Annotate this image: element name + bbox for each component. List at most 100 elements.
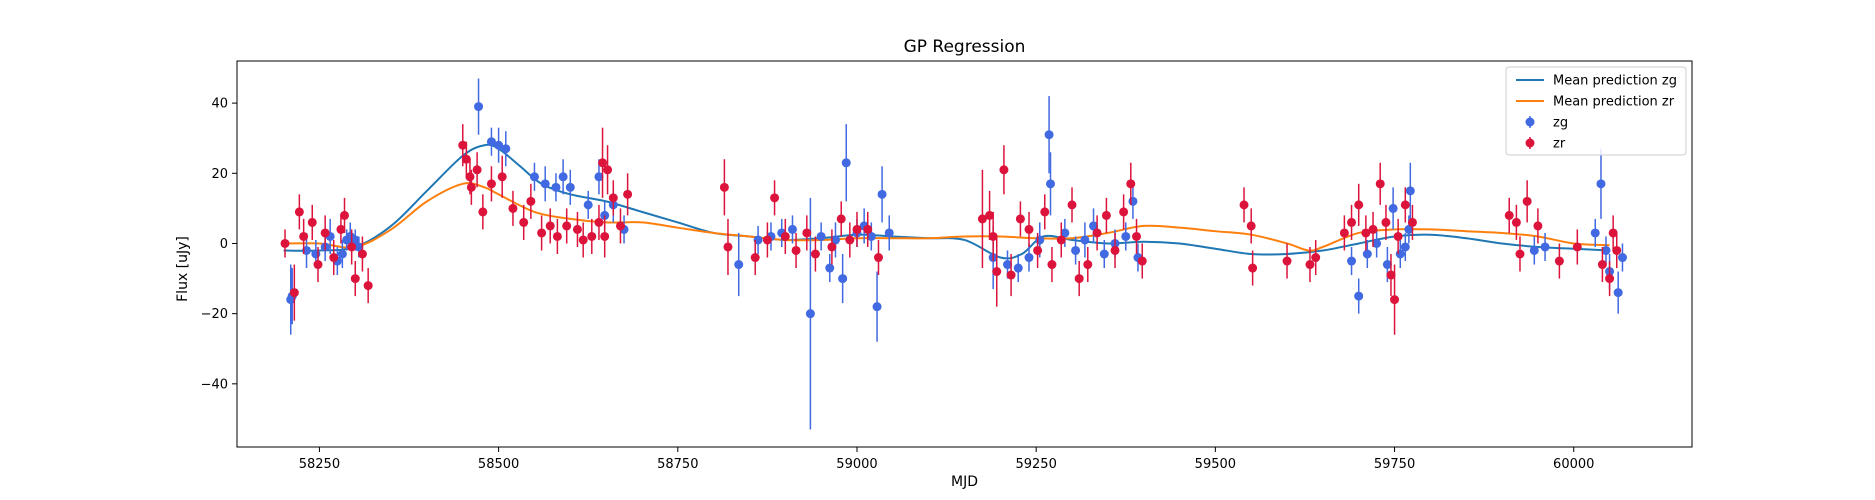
data-point-zr bbox=[578, 235, 588, 245]
data-point-zr bbox=[1597, 260, 1607, 270]
data-point-zr bbox=[465, 172, 475, 182]
data-point-zr bbox=[863, 224, 873, 234]
y-tick-label: −20 bbox=[201, 307, 228, 322]
data-point-zg bbox=[337, 249, 347, 259]
chart-title: GP Regression bbox=[904, 37, 1026, 57]
data-point-zg bbox=[583, 200, 593, 210]
data-point-zr bbox=[1248, 263, 1258, 273]
data-point-zr bbox=[572, 224, 582, 234]
data-point-zg bbox=[877, 189, 887, 199]
data-point-zr bbox=[537, 228, 547, 238]
data-point-zr bbox=[307, 217, 317, 227]
data-point-zg bbox=[1601, 245, 1611, 255]
data-point-zg bbox=[1089, 221, 1099, 231]
data-point-zr bbox=[1522, 196, 1532, 206]
data-point-zr bbox=[466, 182, 476, 192]
data-point-zr bbox=[1033, 245, 1043, 255]
legend-label: Mean prediction zg bbox=[1553, 74, 1677, 89]
data-point-zr bbox=[1092, 228, 1102, 238]
data-point-zg bbox=[1347, 256, 1357, 266]
data-point-zr bbox=[1533, 221, 1543, 231]
legend-label: zr bbox=[1553, 137, 1566, 152]
data-point-zr bbox=[340, 210, 350, 220]
data-point-zr bbox=[347, 242, 357, 252]
data-point-zr bbox=[1354, 200, 1364, 210]
legend-label: zg bbox=[1553, 116, 1568, 131]
data-point-zr bbox=[762, 235, 772, 245]
data-point-zr bbox=[552, 231, 562, 241]
data-point-zg bbox=[1080, 235, 1090, 245]
data-point-zr bbox=[1101, 210, 1111, 220]
y-tick-label: 20 bbox=[211, 167, 228, 182]
data-point-zr bbox=[836, 214, 846, 224]
data-point-zr bbox=[1504, 210, 1514, 220]
data-point-zg bbox=[1071, 245, 1081, 255]
data-point-zg bbox=[1013, 263, 1023, 273]
data-point-zr bbox=[519, 217, 529, 227]
data-point-zg bbox=[787, 224, 797, 234]
data-point-zr bbox=[1347, 217, 1357, 227]
data-point-zg bbox=[1540, 242, 1550, 252]
data-point-zg bbox=[805, 309, 815, 319]
data-point-zr bbox=[363, 281, 373, 291]
data-point-zg bbox=[841, 158, 851, 168]
data-point-zr bbox=[1386, 270, 1396, 280]
data-point-zg bbox=[558, 172, 568, 182]
data-point-zr bbox=[1047, 260, 1057, 270]
data-point-zr bbox=[988, 231, 998, 241]
data-point-zr bbox=[1572, 242, 1582, 252]
data-point-zg bbox=[884, 228, 894, 238]
data-point-zg bbox=[474, 102, 484, 112]
data-point-zr bbox=[1110, 245, 1120, 255]
data-point-zr bbox=[1074, 274, 1084, 284]
data-point-zr bbox=[1339, 228, 1349, 238]
data-point-zr bbox=[1311, 253, 1321, 263]
data-point-zr bbox=[750, 253, 760, 263]
data-point-zr bbox=[791, 245, 801, 255]
x-tick-label: 58750 bbox=[657, 457, 698, 472]
data-point-zg bbox=[494, 140, 504, 150]
data-point-zg bbox=[565, 182, 575, 192]
data-point-zg bbox=[734, 260, 744, 270]
data-point-zg bbox=[1404, 224, 1414, 234]
data-point-zr bbox=[472, 165, 482, 175]
data-point-zg bbox=[1388, 203, 1398, 213]
data-point-zr bbox=[598, 158, 608, 168]
data-point-zg bbox=[830, 235, 840, 245]
data-point-zr bbox=[623, 189, 633, 199]
data-point-zg bbox=[594, 172, 604, 182]
data-point-zr bbox=[1119, 207, 1129, 217]
x-tick-label: 58500 bbox=[478, 457, 519, 472]
data-point-zr bbox=[594, 217, 604, 227]
data-point-zr bbox=[1056, 235, 1066, 245]
data-point-zg bbox=[1128, 196, 1138, 206]
x-tick-label: 59500 bbox=[1195, 457, 1236, 472]
data-point-zr bbox=[1361, 228, 1371, 238]
data-point-zg bbox=[354, 242, 364, 252]
data-point-zr bbox=[1006, 270, 1016, 280]
data-point-zr bbox=[1511, 217, 1521, 227]
data-point-zg bbox=[825, 263, 835, 273]
data-point-zr bbox=[329, 253, 339, 263]
data-point-zg bbox=[311, 249, 321, 259]
data-point-zg bbox=[1372, 238, 1382, 248]
y-tick-label: −40 bbox=[201, 377, 228, 392]
x-tick-label: 60000 bbox=[1553, 457, 1594, 472]
data-point-zr bbox=[1368, 224, 1378, 234]
data-point-zr bbox=[458, 140, 468, 150]
data-point-zg bbox=[1003, 260, 1013, 270]
data-point-zr bbox=[486, 179, 496, 189]
data-point-zg bbox=[1362, 249, 1372, 259]
data-point-zr bbox=[294, 207, 304, 217]
x-tick-label: 59000 bbox=[836, 457, 877, 472]
data-point-zr bbox=[587, 231, 597, 241]
data-point-zg bbox=[1617, 253, 1627, 263]
data-point-zg bbox=[1382, 260, 1392, 270]
data-point-zr bbox=[608, 193, 618, 203]
data-point-zr bbox=[603, 165, 613, 175]
data-point-zr bbox=[1126, 179, 1136, 189]
y-axis-label: Flux [uJy] bbox=[175, 236, 191, 302]
data-point-zr bbox=[1024, 224, 1034, 234]
data-point-zr bbox=[1040, 207, 1050, 217]
